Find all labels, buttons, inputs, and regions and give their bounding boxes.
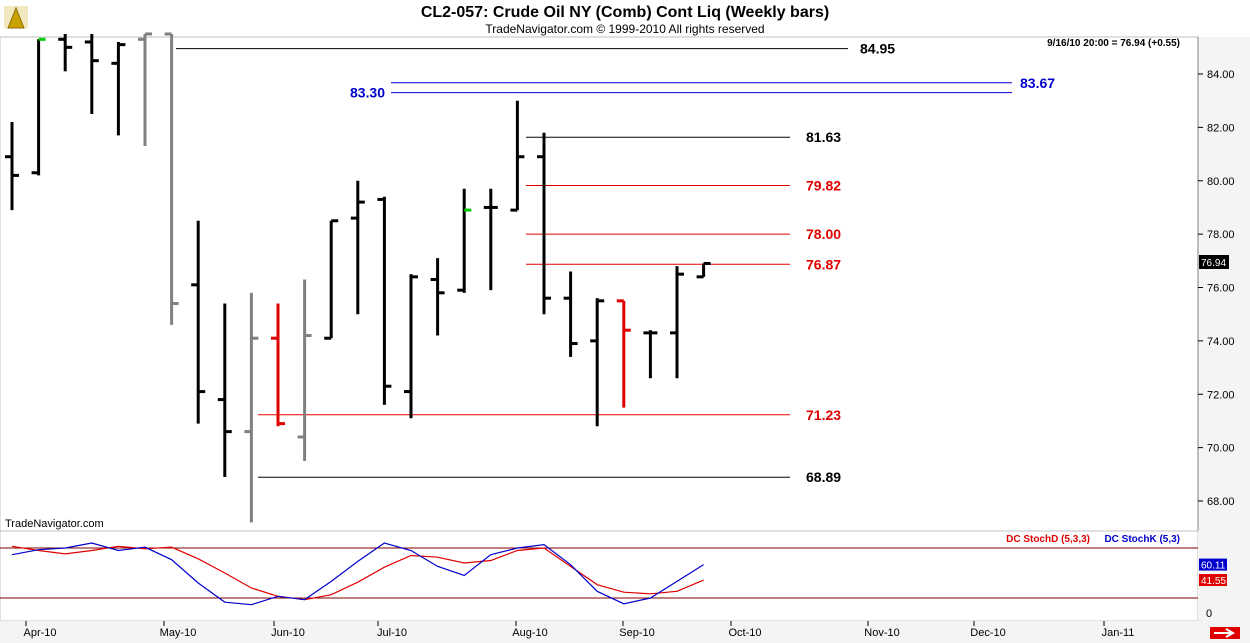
price-tick-label: 74.00: [1207, 336, 1235, 348]
ohlc-bar: [483, 188, 498, 291]
ohlc-bar: [670, 266, 684, 379]
stoch-legend-d: DC StochD (5,3,3): [1006, 534, 1090, 545]
stoch-value-tag-bg: [1199, 574, 1227, 587]
stoch-legend-k: DC StochK (5,3): [1104, 534, 1180, 545]
price-tick-label: 84.00: [1207, 69, 1235, 81]
time-axis-background: [0, 621, 1250, 643]
price-tick-label: 72.00: [1207, 389, 1235, 401]
scroll-right-icon[interactable]: [1210, 627, 1240, 639]
ohlc-bar: [111, 41, 126, 136]
last-price-info: 9/16/10 20:00 = 76.94 (+0.55): [1047, 38, 1180, 49]
ohlc-bar: [5, 122, 19, 211]
ohlc-bar: [164, 32, 179, 325]
time-tick-label: Sep-10: [619, 627, 654, 639]
ohlc-bar: [350, 180, 365, 315]
time-tick-label: Jul-10: [377, 627, 407, 639]
time-tick-label: Nov-10: [864, 627, 899, 639]
ohlc-bar: [58, 33, 73, 72]
level-label: 76.87: [806, 256, 841, 272]
time-tick-label: Dec-10: [970, 627, 1005, 639]
stoch-series-line: [11, 545, 704, 601]
stoch-value-tags: 60.11 41.55: [1199, 558, 1227, 587]
ohlc-bar: [297, 279, 312, 461]
ohlc-bar: [31, 37, 46, 176]
price-tick-label: 70.00: [1207, 443, 1235, 455]
stoch-value-tag: 60.11: [1201, 561, 1226, 572]
time-tick-label: Apr-10: [23, 627, 56, 639]
level-label: 81.63: [806, 129, 841, 145]
ohlc-bar: [563, 271, 578, 357]
watermark-text: TradeNavigator.com: [5, 518, 104, 530]
price-bars: [5, 32, 711, 523]
price-tick-label: 78.00: [1207, 229, 1235, 241]
ohlc-bar: [510, 100, 525, 212]
ohlc-bar: [217, 303, 232, 477]
price-axis-background: [1198, 37, 1250, 531]
ohlc-bar: [457, 188, 472, 293]
price-axis-ticks: 84.00 82.00 80.00 78.00 76.00 74.00 72.00 70.00…: [1198, 69, 1235, 508]
time-axis-ticks: Apr-10 May-10 Jun-10 Jul-10 Aug-10 Sep-10 Oct-…: [23, 621, 1134, 639]
price-tick-label: 82.00: [1207, 122, 1235, 134]
level-label: 79.82: [806, 178, 841, 194]
stoch-axis-tick: 0: [1206, 608, 1212, 620]
stoch-value-tag: 41.55: [1201, 576, 1226, 587]
level-label: 84.95: [860, 41, 895, 57]
time-tick-label: Jan-11: [1102, 627, 1135, 639]
price-tick-label: 80.00: [1207, 176, 1235, 188]
ohlc-bar: [377, 196, 392, 405]
ohlc-bar: [616, 299, 631, 408]
ohlc-bar: [138, 32, 152, 147]
logo-icon: [4, 6, 28, 29]
ohlc-bar: [590, 298, 605, 427]
price-tick-label: 76.00: [1207, 283, 1235, 295]
level-label: 71.23: [806, 407, 841, 423]
price-panel-frame: [0, 36, 1199, 532]
stoch-value-tag-bg: [1199, 558, 1227, 571]
ohlc-bar: [404, 274, 418, 419]
levels-group: 84.95 83.67 83.30 81.63 79.82 78.00 76.87 71.23…: [176, 41, 1055, 485]
ohlc-bar: [84, 33, 99, 115]
stoch-series-line: [11, 542, 704, 606]
copyright-text: TradeNavigator.com © 1999-2010 All right…: [485, 22, 764, 36]
stoch-reference-lines: [0, 547, 1198, 599]
time-tick-label: Jun-10: [271, 627, 305, 639]
ohlc-bar: [271, 303, 285, 427]
level-label: 83.30: [350, 85, 385, 101]
ohlc-bar: [244, 292, 259, 523]
time-tick-label: Oct-10: [728, 627, 761, 639]
level-label: 68.89: [806, 469, 841, 485]
price-tick-label: 68.00: [1207, 496, 1235, 508]
ohlc-bar: [537, 132, 551, 315]
ohlc-bar: [324, 219, 339, 340]
time-tick-label: Aug-10: [512, 627, 547, 639]
last-price-tag: 76.94: [1199, 255, 1229, 269]
ohlc-bar: [430, 258, 445, 336]
ohlc-bar: [643, 330, 658, 379]
stoch-series: [11, 542, 704, 606]
last-price-tag-label: 76.94: [1201, 258, 1226, 269]
time-tick-label: May-10: [160, 627, 197, 639]
ohlc-bar: [696, 261, 711, 279]
level-label: 78.00: [806, 226, 841, 242]
level-label: 83.67: [1020, 75, 1055, 91]
chart-title: CL2-057: Crude Oil NY (Comb) Cont Liq (W…: [421, 4, 829, 21]
ohlc-bar: [191, 220, 206, 424]
